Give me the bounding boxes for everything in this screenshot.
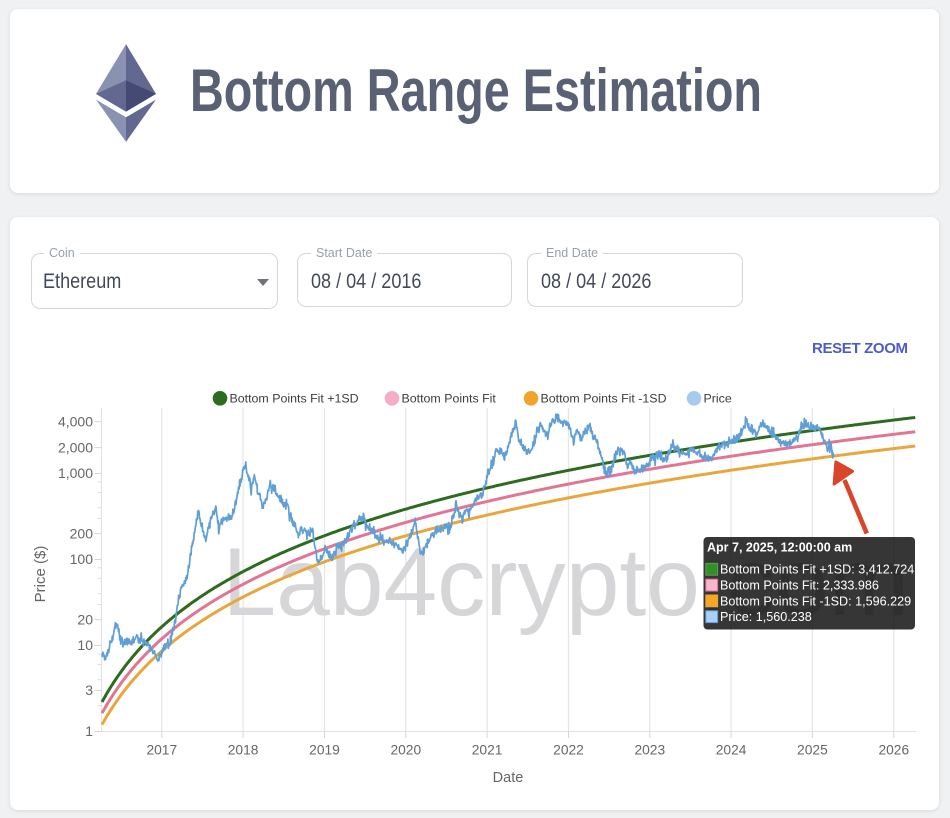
svg-text:Bottom Points Fit: Bottom Points Fit [402,392,497,406]
svg-text:Price: Price [704,392,732,406]
svg-text:Price ($): Price ($) [32,546,49,603]
svg-text:1,000: 1,000 [58,465,93,481]
svg-text:20: 20 [77,611,93,627]
svg-text:Bottom Points Fit +1SD: 3,412.: Bottom Points Fit +1SD: 3,412.724 [720,563,914,577]
svg-text:2025: 2025 [797,743,828,758]
svg-text:2017: 2017 [146,743,177,758]
svg-text:2026: 2026 [878,743,909,758]
svg-text:200: 200 [70,525,94,541]
svg-text:3: 3 [85,682,93,698]
svg-text:Apr 7, 2025, 12:00:00 am: Apr 7, 2025, 12:00:00 am [707,541,852,555]
svg-text:2021: 2021 [472,743,503,758]
svg-text:2023: 2023 [634,743,665,758]
svg-text:100: 100 [70,551,94,567]
svg-text:2018: 2018 [228,743,259,758]
svg-text:2020: 2020 [390,743,421,758]
svg-text:2019: 2019 [309,743,340,758]
svg-text:10: 10 [77,637,93,653]
svg-text:Bottom Points Fit +1SD: Bottom Points Fit +1SD [230,392,359,406]
svg-text:2,000: 2,000 [58,439,93,455]
svg-text:Bottom Points Fit: 2,333.986: Bottom Points Fit: 2,333.986 [720,579,879,593]
svg-text:1: 1 [85,723,93,739]
svg-text:Bottom Points Fit -1SD: 1,596.: Bottom Points Fit -1SD: 1,596.229 [720,594,911,608]
svg-text:Date: Date [493,770,524,786]
svg-text:2024: 2024 [716,743,747,758]
svg-text:4,000: 4,000 [58,413,93,429]
svg-text:Bottom Points Fit -1SD: Bottom Points Fit -1SD [541,392,667,406]
svg-text:Price: 1,560.238: Price: 1,560.238 [720,610,812,624]
svg-text:2022: 2022 [553,743,584,758]
